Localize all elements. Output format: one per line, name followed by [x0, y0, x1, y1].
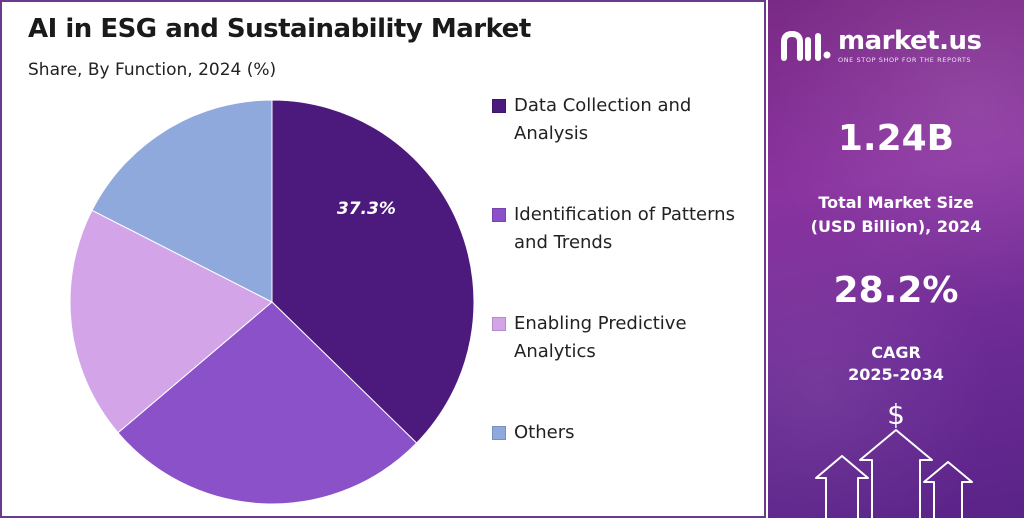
legend-item-4: Others: [492, 419, 762, 447]
chart-title: AI in ESG and Sustainability Market: [28, 14, 531, 44]
legend-swatch-2: [492, 208, 506, 222]
panel-background: [768, 0, 1024, 518]
pie-chart: 37.3%: [69, 99, 475, 505]
legend-item-3: Enabling Predictive Analytics: [492, 310, 762, 366]
legend-swatch-3: [492, 317, 506, 331]
market-summary-panel: market.us ONE STOP SHOP FOR THE REPORTS …: [768, 0, 1024, 518]
legend-item-1: Data Collection and Analysis: [492, 92, 762, 148]
legend-swatch-1: [492, 99, 506, 113]
cagr-value: 28.2%: [833, 270, 959, 311]
legend-label-2: Identification of Patterns and Trends: [514, 204, 735, 253]
market-size-value: 1.24B: [837, 118, 955, 159]
chart-panel: AI in ESG and Sustainability Market Shar…: [0, 0, 766, 518]
pie-slice-1: [271, 99, 475, 444]
market-size-label-line1: Total Market Size: [818, 193, 974, 212]
brand-tagline: ONE STOP SHOP FOR THE REPORTS: [838, 56, 972, 64]
growth-arrows-icon: [815, 429, 973, 518]
market-us-logo-icon: [781, 30, 831, 61]
brand-logo[interactable]: market.us ONE STOP SHOP FOR THE REPORTS: [780, 26, 1016, 66]
brand-name: market.us: [838, 26, 982, 56]
pie-slice-4: [91, 99, 273, 303]
dollar-icon: $: [887, 398, 905, 431]
pie-slice-3: [69, 209, 273, 434]
pie-data-label-1: 37.3%: [337, 199, 396, 219]
legend-swatch-4: [492, 426, 506, 440]
legend-label-1: Data Collection and Analysis: [514, 95, 692, 144]
legend-label-3: Enabling Predictive Analytics: [514, 313, 687, 362]
legend-item-2: Identification of Patterns and Trends: [492, 201, 762, 257]
chart-subtitle: Share, By Function, 2024 (%): [28, 60, 277, 80]
market-size-label-line2: (USD Billion), 2024: [810, 217, 982, 236]
cagr-label-line1: CAGR: [871, 343, 921, 362]
legend-label-4: Others: [514, 422, 575, 443]
cagr-label-line2: 2025-2034: [848, 365, 944, 384]
pie-slice-2: [117, 301, 418, 505]
